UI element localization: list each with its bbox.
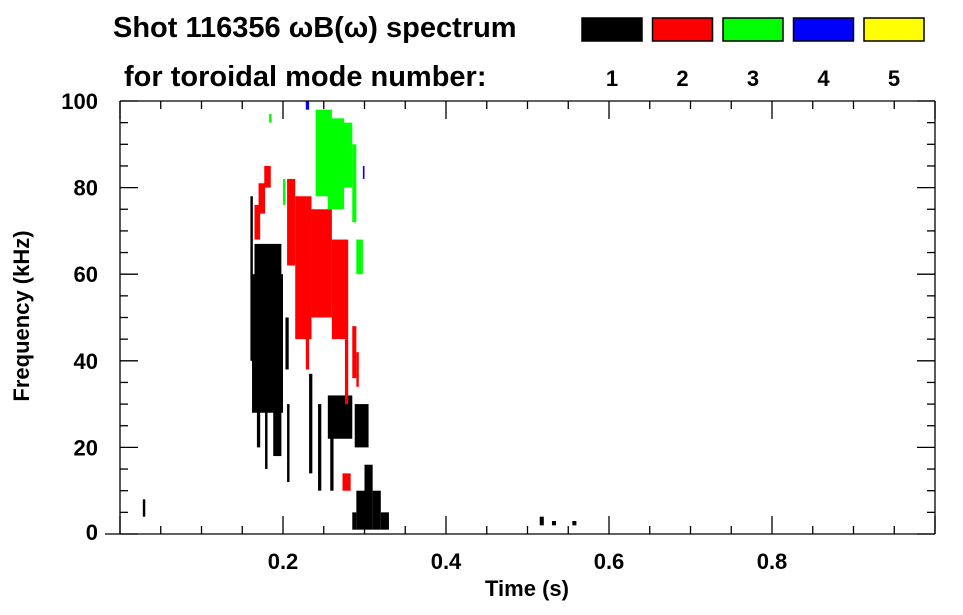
patch-mode-1	[572, 521, 577, 526]
chart-subtitle: for toroidal mode number:	[124, 61, 487, 93]
y-tick-label: 0	[86, 520, 98, 545]
patch-mode-2	[295, 196, 312, 340]
legend-label-mode-4: 4	[817, 66, 830, 91]
patch-mode-3	[283, 178, 286, 205]
patch-mode-4	[305, 101, 310, 110]
legend-label-mode-3: 3	[747, 66, 759, 91]
legend-swatch-mode-5	[863, 17, 925, 42]
patch-mode-1	[265, 360, 268, 470]
patch-mode-2	[356, 352, 359, 387]
patch-mode-3	[352, 144, 357, 223]
patch-mode-2	[258, 183, 266, 214]
x-tick-label: 0.8	[757, 549, 788, 574]
x-tick-label: 0.6	[594, 549, 625, 574]
patch-mode-4	[362, 165, 365, 179]
patch-mode-1	[356, 490, 365, 530]
patch-mode-1	[352, 512, 357, 530]
patch-mode-2	[264, 165, 271, 188]
y-tick-label: 60	[74, 262, 98, 287]
y-tick-label: 100	[61, 89, 98, 114]
patch-mode-1	[380, 512, 389, 530]
patch-mode-2	[287, 178, 296, 266]
x-axis-label: Time (s)	[485, 576, 569, 601]
legend-swatch-mode-3	[722, 17, 784, 42]
patch-mode-1	[539, 516, 544, 526]
patch-mode-1	[285, 317, 289, 370]
patch-mode-1	[330, 404, 334, 491]
patch-mode-1	[254, 243, 282, 353]
patch-mode-1	[273, 339, 282, 457]
patch-mode-2	[311, 209, 332, 318]
legend: 1 2 3 4 5	[581, 17, 925, 91]
y-axis-label: Frequency (kHz)	[9, 230, 34, 401]
y-tick-label: 20	[74, 435, 98, 460]
patch-mode-2	[305, 326, 310, 370]
legend-label-mode-2: 2	[676, 66, 688, 91]
x-tick-label: 0.4	[431, 549, 462, 574]
x-tick-label: 0.2	[268, 549, 299, 574]
patch-mode-3	[269, 113, 272, 123]
legend-swatch-mode-1	[581, 17, 643, 42]
y-tick-label: 40	[74, 349, 98, 374]
patch-mode-2	[331, 239, 349, 340]
axes: 0.2 0.4 0.6 0.8 0 20 40 60 80 100	[61, 89, 936, 574]
patch-mode-1	[142, 499, 146, 517]
chart-title: Shot 116356 ωB(ω) spectrum	[113, 12, 517, 44]
patch-mode-2	[352, 326, 357, 379]
patch-mode-3	[335, 122, 353, 188]
legend-swatch-mode-2	[651, 17, 714, 42]
patch-mode-2	[254, 204, 261, 240]
patch-mode-1	[287, 404, 290, 483]
patch-mode-1	[250, 196, 253, 361]
legend-label-mode-1: 1	[606, 66, 618, 91]
patch-mode-2	[342, 473, 351, 491]
patch-mode-1	[364, 464, 373, 530]
patch-mode-1	[354, 404, 369, 448]
spectrogram-patches	[142, 101, 577, 530]
y-tick-label: 80	[74, 176, 98, 201]
patch-mode-1	[318, 404, 322, 491]
patch-mode-1	[309, 373, 313, 474]
patch-mode-1	[256, 360, 261, 448]
patch-mode-1	[372, 490, 381, 530]
legend-swatch-mode-4	[792, 17, 855, 42]
patch-mode-2	[344, 339, 349, 405]
patch-mode-3	[356, 239, 363, 275]
patch-mode-1	[327, 395, 353, 439]
patch-mode-1	[551, 521, 557, 526]
legend-label-mode-5: 5	[888, 66, 900, 91]
